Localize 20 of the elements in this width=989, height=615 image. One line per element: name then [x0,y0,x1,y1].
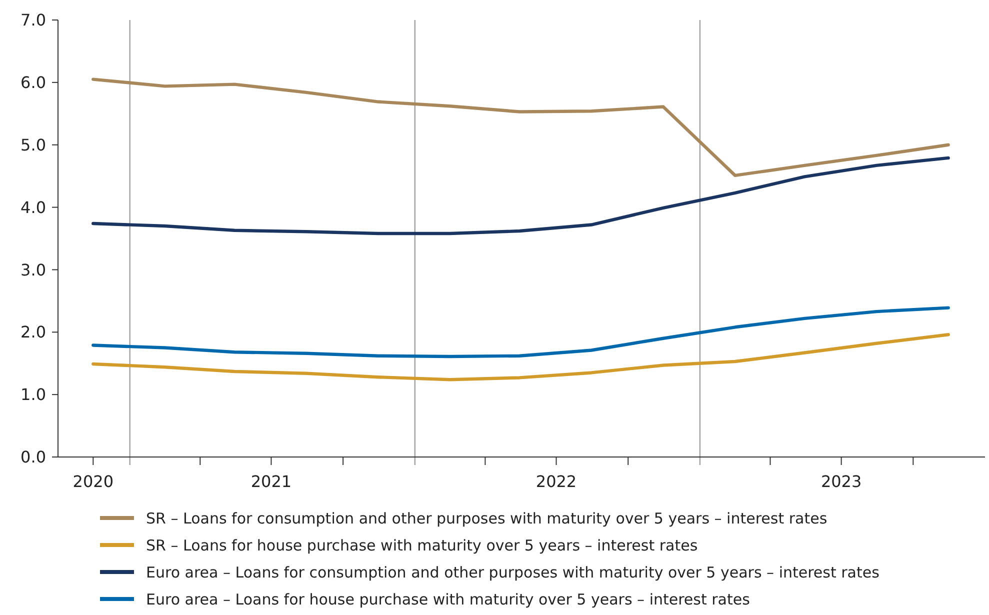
line-series [92,306,950,358]
x-tick-label: 2021 [250,472,292,491]
legend-label: Euro area – Loans for house purchase with maturity over 5 years – interest rates [146,590,750,608]
legend-label: SR – Loans for consumption and other purposes with maturity over 5 years – interest rates [146,509,828,528]
y-tick-label: 7.0 [20,10,46,30]
legend-label: Euro area – Loans for consumption and other purposes with maturity over 5 years – interest rates [146,563,880,582]
y-tick-label: 1.0 [20,385,46,404]
line-series [92,156,950,236]
x-tick-label: 2023 [820,472,862,491]
y-tick-label: 5.0 [20,135,46,154]
legend-label: SR – Loans for house purchase with maturity over 5 years – interest rates [146,536,698,554]
line-series [92,333,950,382]
x-tick-label: 2022 [536,472,577,491]
y-tick-label: 0.0 [20,448,46,467]
y-tick-label: 6.0 [20,73,46,92]
line-series [92,78,950,178]
x-tick-label: 2020 [72,472,114,491]
y-tick-label: 3.0 [20,260,46,280]
y-tick-label: 4.0 [20,198,46,217]
y-tick-label: 2.0 [20,322,46,342]
